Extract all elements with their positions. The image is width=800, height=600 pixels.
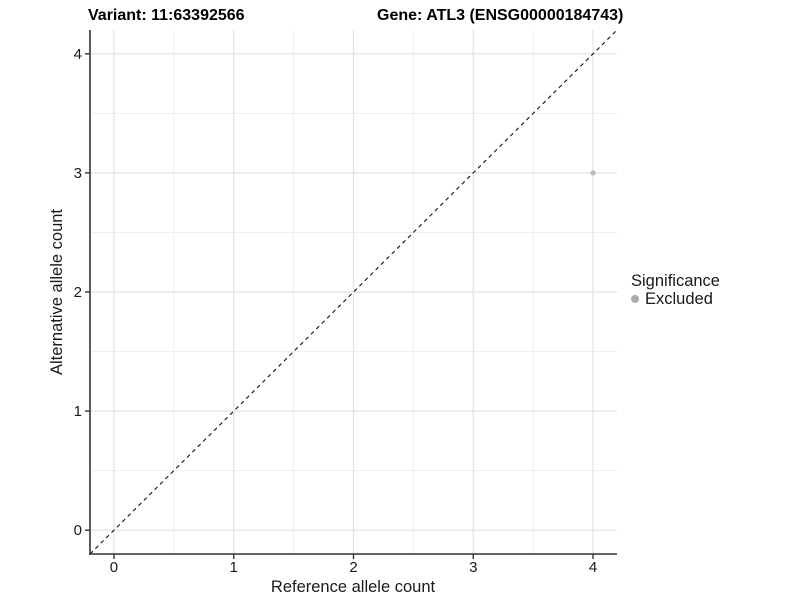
x-tick-label: 0 bbox=[110, 559, 118, 576]
y-axis-title: Alternative allele count bbox=[48, 209, 66, 375]
x-tick-label: 3 bbox=[469, 559, 477, 576]
legend-point-icon bbox=[631, 295, 639, 303]
x-tick-label: 2 bbox=[349, 559, 357, 576]
gene-title: Gene: ATL3 (ENSG00000184743) bbox=[377, 7, 624, 24]
x-axis-title: Reference allele count bbox=[271, 578, 436, 596]
x-tick-label: 4 bbox=[589, 559, 597, 576]
y-tick-label: 3 bbox=[74, 165, 82, 182]
y-tick-label: 4 bbox=[74, 46, 82, 63]
y-tick-label: 0 bbox=[74, 522, 82, 539]
data-point bbox=[590, 170, 596, 176]
legend-item-label: Excluded bbox=[645, 290, 713, 308]
legend-item: Excluded bbox=[631, 290, 720, 308]
x-tick-label: 1 bbox=[230, 559, 238, 576]
identity-line bbox=[89, 29, 618, 555]
legend: Significance Excluded bbox=[631, 272, 720, 308]
y-tick-label: 2 bbox=[74, 284, 82, 301]
y-tick-label: 1 bbox=[74, 403, 82, 420]
variant-title: Variant: 11:63392566 bbox=[88, 7, 245, 24]
legend-title: Significance bbox=[631, 272, 720, 290]
